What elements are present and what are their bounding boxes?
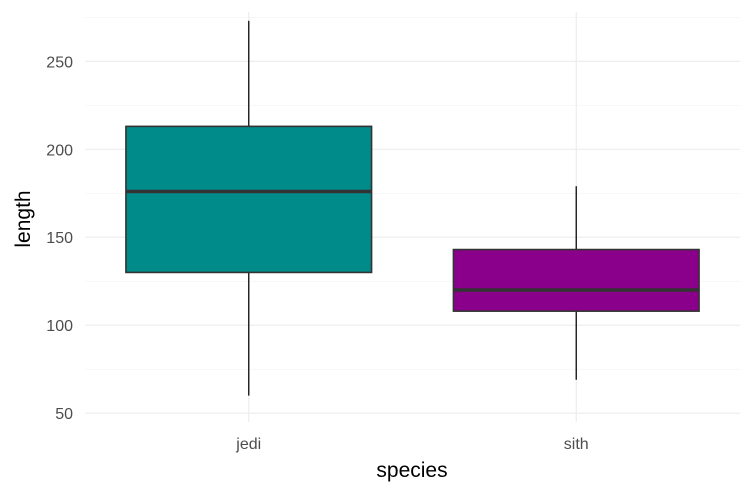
box-jedi [125, 20, 373, 396]
boxes [125, 20, 700, 396]
y-tick-label: 150 [46, 230, 73, 247]
x-tick-label: jedi [235, 436, 261, 453]
y-tick-label: 100 [46, 318, 73, 335]
x-tick-label: sith [564, 436, 589, 453]
y-tick-labels: 50 100 150 200 250 [46, 54, 73, 423]
y-tick-label: 50 [55, 406, 73, 423]
box-body [452, 248, 700, 312]
x-axis-title: species [376, 459, 447, 482]
y-axis-title: length [12, 190, 35, 247]
y-tick-label: 200 [46, 142, 73, 159]
y-tick-label: 250 [46, 54, 73, 71]
box-sith [452, 186, 700, 380]
x-tick-labels: jedi sith [235, 436, 588, 453]
box-body [125, 125, 373, 274]
